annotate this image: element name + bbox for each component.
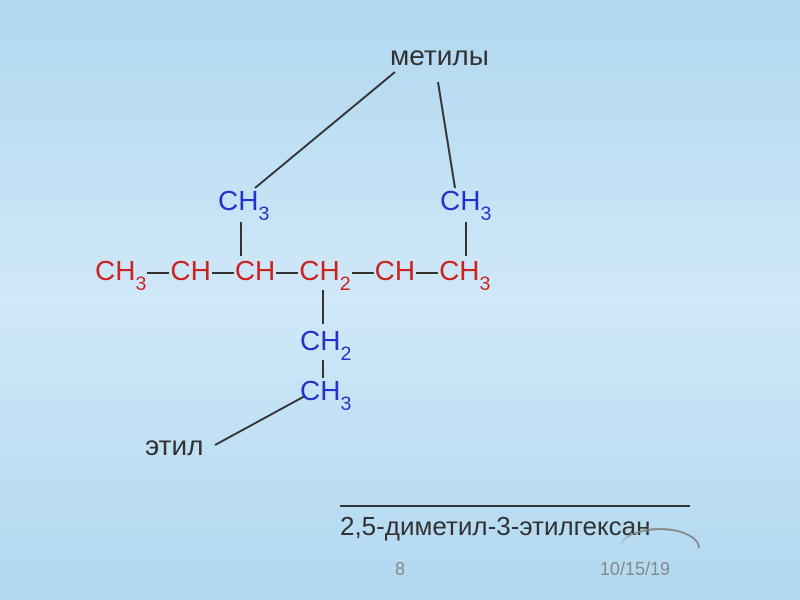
page-number: 8 xyxy=(395,559,405,580)
main-chain: CH3CHCHCH2CHCH3 xyxy=(95,255,490,293)
branch-bottom-1: CH2 xyxy=(300,325,351,363)
bond-vertical-3 xyxy=(322,290,324,324)
pointer-line-3 xyxy=(215,396,305,445)
methyls-label: метилы xyxy=(390,40,489,72)
branch-bottom-2: CH3 xyxy=(300,375,351,413)
pointer-line-2 xyxy=(438,82,455,188)
branch-top-right: CH3 xyxy=(440,185,491,223)
bond-vertical-1 xyxy=(240,222,242,256)
ethyl-label: этил xyxy=(145,430,203,462)
branch-top-left: CH3 xyxy=(218,185,269,223)
pointer-line-1 xyxy=(255,72,395,188)
date: 10/15/19 xyxy=(600,559,670,580)
bond-vertical-2 xyxy=(465,222,467,256)
